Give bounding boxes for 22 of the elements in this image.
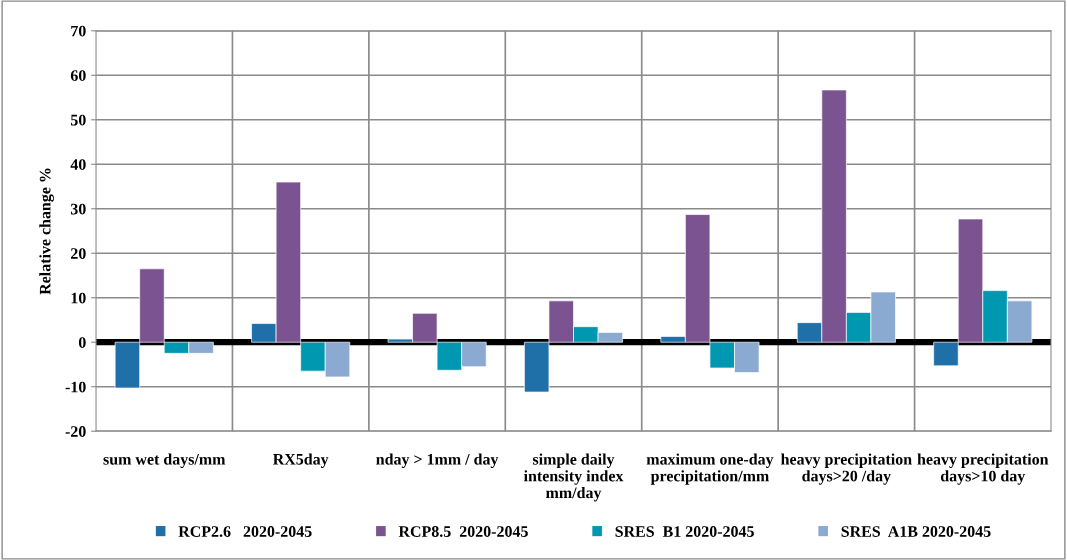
y-tick-label: 0	[78, 337, 86, 348]
x-tick-label: sum wet days/mm	[103, 453, 226, 468]
legend-label: RCP8.5 2020-2045	[398, 526, 528, 537]
legend-label: SRES A1B 2020-2045	[841, 526, 991, 537]
legend-label: SRES B1 2020-2045	[615, 526, 754, 537]
y-tick-label: -10	[65, 381, 86, 393]
y-tick-label: 70	[71, 25, 86, 37]
y-axis-title: Relative change %	[39, 168, 54, 295]
x-tick-label: simple daily intensity index mm/day	[523, 453, 624, 502]
y-tick-label: 60	[70, 70, 86, 81]
y-tick-label: 50	[70, 114, 86, 126]
y-tick-label: 10	[71, 292, 86, 304]
y-tick-label: 40	[70, 159, 86, 170]
x-tick-label: maximum one-day precipitation/mm	[646, 453, 774, 485]
x-tick-label: nday > 1mm / day	[376, 453, 499, 468]
y-tick-label: 20	[71, 248, 86, 259]
y-tick-label: -20	[65, 426, 86, 437]
x-tick-label: RX5day	[272, 453, 329, 468]
y-tick-label: 30	[70, 203, 86, 215]
legend-label: RCP2.6 2020-2045	[178, 526, 312, 537]
x-tick-label: heavy precipitation days>10 day	[917, 453, 1049, 485]
x-tick-label: heavy precipitation days>20 /day	[781, 453, 912, 485]
